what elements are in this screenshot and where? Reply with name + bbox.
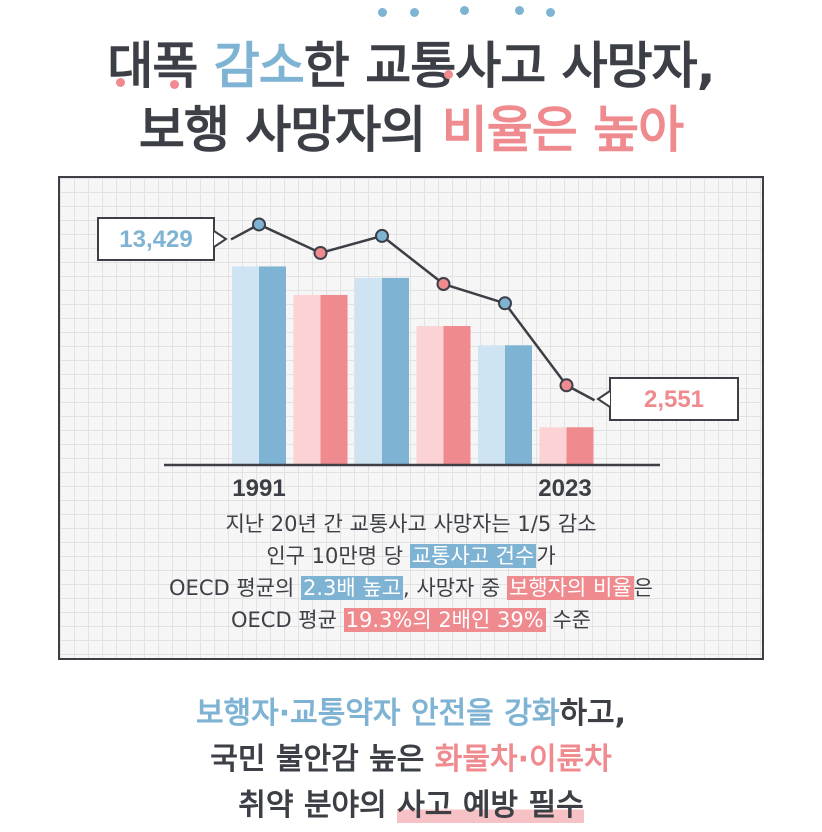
caption-text: 인구 10만명 당 xyxy=(266,544,410,568)
headline-text: 보행 사망자의 xyxy=(138,101,442,159)
callout-pointer xyxy=(596,390,611,408)
caption-text: 은 xyxy=(633,576,653,600)
caption-text: 지난 20년 간 교통사고 사망자는 1/5 감소 xyxy=(225,512,597,536)
chart-panel: 13,429 2,551 1991 2023 지난 20년 간 교통사고 사망자는 1… xyxy=(58,176,764,660)
decor-dot-icon xyxy=(444,70,453,79)
decor-dot-icon xyxy=(378,8,387,17)
trend-point xyxy=(436,277,451,292)
trend-point xyxy=(313,245,328,260)
bar-light-half xyxy=(355,277,382,465)
caption-text: 수준 xyxy=(545,608,591,632)
bar xyxy=(443,326,471,465)
trend-point xyxy=(252,217,266,232)
headline-highlight-ratio: 비율은 높아 xyxy=(441,101,684,159)
caption-text: 가 xyxy=(536,544,556,568)
trend-point xyxy=(559,378,574,393)
caption-highlight-pink: 19.3%의 2배인 39% xyxy=(343,608,546,632)
decor-dot-icon xyxy=(170,80,179,89)
headline-highlight-decrease: 감소 xyxy=(213,37,305,95)
caption-line-2: 인구 10만명 당 교통사고 건수가 xyxy=(60,540,762,570)
headline-line-1: 대폭 감소한 교통사고 사망자, xyxy=(0,26,822,98)
bar xyxy=(259,266,286,465)
bottom-highlight-vehicles: 화물차·이륜차 xyxy=(434,742,612,777)
headline-text: 한 교통사고 사망자, xyxy=(303,37,716,95)
bar xyxy=(382,277,409,465)
bottom-underline-prevention: 사고 예방 필수 xyxy=(397,788,584,823)
bottom-line-3: 취약 분야의 사고 예방 필수 xyxy=(0,780,822,824)
chart: 13,429 2,551 1991 2023 xyxy=(97,217,739,502)
caption-text: OECD 평균의 xyxy=(169,576,301,600)
decor-dot-icon xyxy=(410,8,419,17)
value-label: 2,551 xyxy=(644,386,704,413)
caption-highlight-blue: 교통사고 건수 xyxy=(409,544,537,568)
caption-line-1: 지난 20년 간 교통사고 사망자는 1/5 감소 xyxy=(60,508,762,538)
caption-highlight-blue: 2.3배 높고 xyxy=(300,576,404,600)
decor-dot-icon xyxy=(515,6,524,15)
bottom-text: 국민 불안감 높은 xyxy=(210,742,435,777)
caption-text: , 사망자 중 xyxy=(403,576,508,600)
headline-line-2: 보행 사망자의 비율은 높아 xyxy=(0,90,822,162)
bottom-text: 취약 분야의 xyxy=(238,788,398,823)
caption-line-4: OECD 평균 19.3%의 2배인 39% 수준 xyxy=(60,604,762,634)
bar-light-half xyxy=(416,326,444,465)
bottom-line-2: 국민 불안감 높은 화물차·이륜차 xyxy=(0,734,822,778)
value-label: 13,429 xyxy=(119,226,192,253)
bar xyxy=(566,427,594,465)
caption-text: OECD 평균 xyxy=(230,608,344,632)
bar xyxy=(505,345,532,465)
bar-light-half xyxy=(539,427,567,465)
decor-dot-icon xyxy=(546,8,555,17)
bar-light-half xyxy=(478,345,505,465)
headline-text: 대폭 xyxy=(107,37,214,95)
bar-light-half xyxy=(293,294,321,465)
x-tick-label: 2023 xyxy=(538,475,591,502)
trend-point xyxy=(375,228,389,243)
callout-box xyxy=(97,217,215,261)
bottom-highlight-safety: 보행자·교통약자 안전을 강화 xyxy=(195,696,560,731)
bottom-line-1: 보행자·교통약자 안전을 강화하고, xyxy=(0,688,822,732)
bottom-text: 하고, xyxy=(559,696,627,731)
trend-point xyxy=(498,296,512,311)
bar-light-half xyxy=(232,266,259,465)
caption-highlight-pink: 보행자의 비율 xyxy=(507,576,634,600)
decor-dot-icon xyxy=(116,78,125,87)
caption-line-3: OECD 평균의 2.3배 높고, 사망자 중 보행자의 비율은 xyxy=(60,572,762,602)
x-tick-label: 1991 xyxy=(232,475,285,502)
decor-dot-icon xyxy=(460,6,469,15)
trend-line xyxy=(230,223,596,402)
callout-pointer xyxy=(213,230,228,248)
callout-box xyxy=(609,377,739,421)
bar xyxy=(320,294,348,465)
